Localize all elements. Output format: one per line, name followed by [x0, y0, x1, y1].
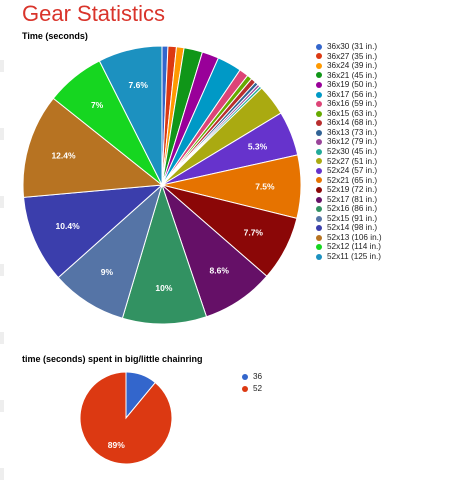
legend-swatch — [316, 196, 322, 203]
legend-label: 52x12 (114 in.) — [327, 242, 382, 252]
chart-title: time (seconds) spent in big/little chain… — [22, 354, 203, 364]
pie-slice[interactable] — [121, 183, 208, 325]
legend-label: 36x15 (63 in.) — [327, 108, 378, 118]
legend-label: 52x15 (91 in.) — [327, 213, 378, 223]
legend-item[interactable]: 36x17 (56 in.) — [316, 90, 382, 100]
legend-item[interactable]: 36x13 (73 in.) — [316, 128, 382, 138]
legend-label: 52x16 (86 in.) — [327, 204, 378, 214]
legend-label: 36x13 (73 in.) — [327, 127, 378, 137]
legend-item[interactable]: 52x21 (65 in.) — [316, 176, 382, 186]
legend-item[interactable]: 36x21 (45 in.) — [316, 71, 382, 81]
chart-title: Time (seconds) — [22, 31, 88, 41]
chart-legend: 36 52 — [242, 371, 262, 395]
legend-label: 36x12 (79 in.) — [327, 137, 378, 147]
legend-item[interactable]: 36x15 (63 in.) — [316, 109, 382, 119]
legend-item[interactable]: 52x16 (86 in.) — [316, 204, 382, 214]
legend-item[interactable]: 36x30 (31 in.) — [316, 42, 382, 52]
legend-item[interactable]: 36x24 (39 in.) — [316, 61, 382, 71]
legend-swatch — [316, 81, 322, 88]
legend-label: 36x19 (50 in.) — [327, 80, 378, 90]
slice-data-label: 8.6% — [210, 266, 230, 276]
slice-data-label: 7.7% — [244, 228, 264, 238]
pie-slice[interactable] — [22, 97, 164, 198]
legend-item[interactable]: 52x15 (91 in.) — [316, 214, 382, 224]
legend-swatch — [316, 110, 322, 117]
legend-item[interactable]: 52x19 (72 in.) — [316, 185, 382, 195]
legend-swatch — [316, 148, 322, 155]
legend-item[interactable]: 52x13 (106 in.) — [316, 233, 382, 243]
legend-swatch — [242, 386, 248, 392]
legend-label: 52x24 (57 in.) — [327, 166, 378, 176]
legend-swatch — [316, 53, 322, 60]
legend-swatch — [316, 167, 322, 174]
slice-data-label: 10% — [155, 283, 172, 293]
slice-data-label: 5.3% — [248, 142, 268, 152]
slice-data-label: 12.4% — [51, 150, 76, 160]
legend-label: 52x30 (45 in.) — [327, 147, 378, 157]
legend-swatch — [316, 177, 322, 184]
slice-data-label: 7.6% — [129, 80, 149, 90]
legend-item[interactable]: 52x27 (51 in.) — [316, 157, 382, 167]
legend-item[interactable]: 36 — [242, 371, 262, 383]
legend-label: 36 — [253, 372, 263, 381]
legend-label: 52x21 (65 in.) — [327, 175, 378, 185]
legend-swatch — [316, 129, 322, 136]
legend-swatch — [316, 62, 322, 69]
legend-swatch — [316, 225, 322, 232]
legend-swatch — [316, 234, 322, 241]
legend-swatch — [316, 244, 322, 251]
legend-label: 36x21 (45 in.) — [327, 70, 378, 80]
legend-label: 36x16 (59 in.) — [327, 99, 378, 109]
legend-swatch — [316, 72, 322, 79]
legend-label: 52x13 (106 in.) — [327, 232, 382, 242]
legend-item[interactable]: 36x19 (50 in.) — [316, 80, 382, 90]
legend-swatch — [316, 120, 322, 127]
legend-item[interactable]: 52x24 (57 in.) — [316, 166, 382, 176]
legend-item[interactable]: 36x27 (35 in.) — [316, 52, 382, 62]
legend-swatch — [316, 253, 322, 260]
legend-item[interactable]: 52 — [242, 383, 262, 395]
page-title: Gear Statistics — [22, 1, 166, 26]
legend-label: 36x17 (56 in.) — [327, 89, 378, 99]
legend-label: 36x30 (31 in.) — [327, 42, 378, 51]
legend-item[interactable]: 52x30 (45 in.) — [316, 147, 382, 157]
pie-slice[interactable] — [23, 184, 164, 279]
legend-swatch — [242, 374, 248, 380]
legend-swatch — [316, 186, 322, 193]
legend-item[interactable]: 52x12 (114 in.) — [316, 242, 382, 252]
legend-item[interactable]: 52x14 (98 in.) — [316, 223, 382, 233]
pie-slice[interactable] — [79, 371, 173, 465]
legend-swatch — [316, 139, 322, 146]
legend-swatch — [316, 91, 322, 98]
legend-label: 52x11 (125 in.) — [327, 252, 382, 262]
pie-slice[interactable] — [98, 45, 163, 186]
chart-legend: 36x30 (31 in.) 36x27 (35 in.) 36x24 (39 in… — [316, 42, 382, 262]
legend-item[interactable]: 36x14 (68 in.) — [316, 118, 382, 128]
legend-label: 52 — [253, 384, 263, 393]
slice-data-label: 9% — [101, 267, 114, 277]
legend-label: 36x14 (68 in.) — [327, 118, 378, 128]
legend-item[interactable]: 36x12 (79 in.) — [316, 137, 382, 147]
slice-data-label: 10.4% — [56, 221, 81, 231]
legend-swatch — [316, 215, 322, 222]
legend-label: 36x24 (39 in.) — [327, 61, 378, 71]
slice-data-label: 89% — [108, 440, 125, 450]
legend-label: 52x17 (81 in.) — [327, 194, 378, 204]
legend-swatch — [316, 206, 322, 213]
legend-item[interactable]: 52x17 (81 in.) — [316, 195, 382, 205]
legend-label: 52x19 (72 in.) — [327, 185, 378, 195]
legend-swatch — [316, 43, 322, 50]
legend-item[interactable]: 52x11 (125 in.) — [316, 252, 382, 262]
legend-label: 52x27 (51 in.) — [327, 156, 378, 166]
legend-swatch — [316, 101, 322, 108]
slice-data-label: 7% — [91, 100, 104, 110]
legend-swatch — [316, 158, 322, 165]
legend-label: 52x14 (98 in.) — [327, 223, 378, 233]
legend-label: 36x27 (35 in.) — [327, 51, 378, 61]
legend-item[interactable]: 36x16 (59 in.) — [316, 99, 382, 109]
slice-data-label: 7.5% — [255, 181, 275, 191]
